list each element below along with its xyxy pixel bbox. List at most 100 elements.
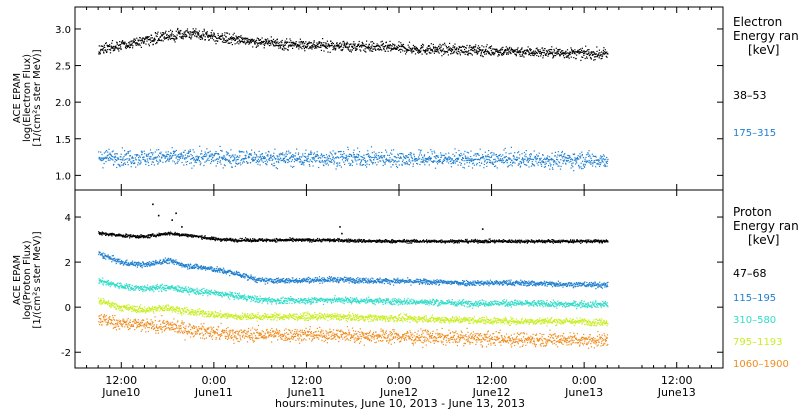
data-point: [168, 37, 170, 39]
data-point: [586, 154, 588, 156]
data-point: [222, 239, 224, 241]
data-point: [138, 160, 140, 162]
data-point: [313, 152, 316, 154]
data-point: [427, 241, 429, 243]
data-point: [580, 166, 582, 168]
data-point: [340, 166, 342, 168]
data-point: [329, 238, 331, 240]
data-point: [309, 241, 311, 243]
data-point: [160, 153, 162, 155]
data-point: [251, 158, 253, 160]
data-point: [354, 43, 356, 45]
data-point: [476, 239, 478, 241]
data-point: [428, 164, 430, 166]
data-point: [499, 153, 501, 156]
data-point: [547, 155, 549, 157]
data-point: [288, 150, 290, 152]
data-point: [532, 53, 534, 55]
data-point: [397, 240, 399, 242]
data-point: [547, 51, 549, 53]
data-point: [362, 43, 364, 45]
data-point: [387, 45, 389, 47]
data-point: [477, 159, 479, 161]
data-point: [366, 163, 368, 165]
data-point: [220, 240, 222, 242]
data-point: [333, 46, 335, 48]
data-point: [352, 46, 354, 48]
data-point: [132, 157, 134, 159]
data-point: [264, 38, 266, 40]
data-point: [479, 46, 481, 49]
data-point: [492, 48, 494, 50]
data-point: [431, 160, 433, 162]
data-point: [266, 239, 268, 241]
data-point: [175, 157, 177, 159]
data-point: [282, 44, 284, 46]
data-point: [440, 46, 442, 48]
data-point: [447, 47, 449, 49]
data-point: [237, 156, 239, 158]
data-point: [251, 40, 253, 42]
data-point: [210, 37, 212, 39]
data-point: [341, 239, 343, 241]
data-point: [456, 241, 459, 243]
data-point: [423, 154, 426, 156]
data-point: [492, 241, 494, 243]
data-point: [289, 158, 291, 160]
data-point: [313, 46, 315, 48]
data-point: [566, 160, 568, 162]
data-point: [553, 48, 555, 51]
data-point: [248, 41, 250, 43]
data-point: [508, 50, 510, 52]
data-point: [327, 43, 329, 45]
data-point: [301, 239, 303, 241]
data-point: [480, 241, 482, 243]
data-point: [229, 161, 231, 163]
data-point: [542, 241, 544, 243]
data-point: [444, 52, 446, 54]
data-point: [599, 163, 602, 166]
data-point: [472, 47, 474, 49]
data-point: [103, 51, 105, 53]
data-point: [111, 40, 114, 42]
data-point: [246, 42, 248, 44]
data-point: [301, 163, 303, 165]
data-point: [404, 241, 406, 243]
data-point: [113, 156, 115, 158]
data-point: [461, 51, 463, 53]
data-point: [417, 163, 419, 165]
data-point: [290, 165, 292, 167]
data-point: [391, 48, 393, 50]
data-point: [245, 37, 247, 39]
data-point: [500, 52, 502, 54]
data-point: [233, 38, 235, 40]
data-point: [332, 42, 334, 45]
data-point: [473, 154, 475, 157]
data-point: [598, 159, 600, 161]
data-point: [418, 149, 420, 151]
data-point: [542, 161, 544, 164]
data-point: [462, 51, 464, 53]
data-point: [134, 154, 136, 156]
data-point: [110, 45, 112, 47]
data-point: [426, 50, 429, 52]
data-point: [117, 235, 119, 237]
data-point: [441, 161, 443, 163]
data-point: [468, 165, 470, 167]
data-point: [131, 40, 133, 42]
data-point: [245, 238, 248, 240]
data-point: [478, 158, 480, 161]
data-point: [191, 158, 193, 160]
data-point: [491, 155, 493, 157]
data-point: [339, 239, 341, 241]
data-point: [452, 46, 454, 49]
data-point: [401, 163, 403, 165]
data-point: [365, 46, 367, 48]
data-point: [177, 154, 180, 156]
data-point: [370, 239, 372, 241]
data-point: [475, 51, 477, 53]
data-point: [392, 164, 394, 166]
data-point: [414, 53, 417, 55]
data-point: [488, 159, 490, 161]
data-point: [154, 151, 156, 153]
